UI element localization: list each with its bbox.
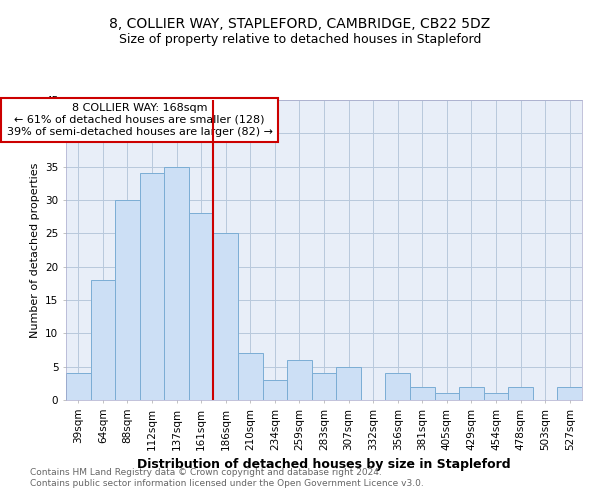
Bar <box>557 386 582 400</box>
Bar <box>189 214 214 400</box>
Bar <box>91 280 115 400</box>
Text: 8 COLLIER WAY: 168sqm
← 61% of detached houses are smaller (128)
39% of semi-det: 8 COLLIER WAY: 168sqm ← 61% of detached … <box>7 104 273 136</box>
Bar <box>214 234 238 400</box>
Bar <box>484 394 508 400</box>
Text: Contains HM Land Registry data © Crown copyright and database right 2024.
Contai: Contains HM Land Registry data © Crown c… <box>30 468 424 487</box>
Bar <box>434 394 459 400</box>
Bar <box>508 386 533 400</box>
Bar <box>410 386 434 400</box>
X-axis label: Distribution of detached houses by size in Stapleford: Distribution of detached houses by size … <box>137 458 511 471</box>
Bar <box>336 366 361 400</box>
Bar <box>459 386 484 400</box>
Bar <box>263 380 287 400</box>
Text: 8, COLLIER WAY, STAPLEFORD, CAMBRIDGE, CB22 5DZ: 8, COLLIER WAY, STAPLEFORD, CAMBRIDGE, C… <box>109 18 491 32</box>
Bar <box>66 374 91 400</box>
Bar <box>287 360 312 400</box>
Bar <box>140 174 164 400</box>
Bar <box>115 200 140 400</box>
Bar <box>312 374 336 400</box>
Bar <box>385 374 410 400</box>
Text: Size of property relative to detached houses in Stapleford: Size of property relative to detached ho… <box>119 32 481 46</box>
Bar <box>238 354 263 400</box>
Y-axis label: Number of detached properties: Number of detached properties <box>29 162 40 338</box>
Bar <box>164 166 189 400</box>
